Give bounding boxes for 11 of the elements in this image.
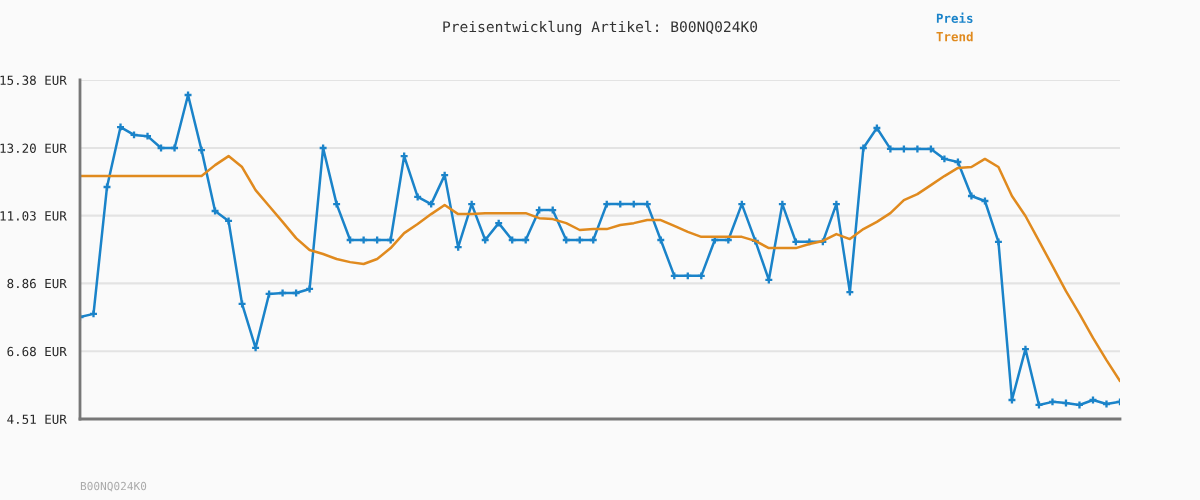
chart-title: Preisentwicklung Artikel: B00NQ024K0 bbox=[443, 20, 758, 36]
y-tick-label: 13.20 EUR bbox=[0, 143, 67, 153]
line-series bbox=[80, 154, 1120, 383]
text: Trend bbox=[936, 31, 973, 42]
y-tick-label: 4.51 EUR bbox=[7, 414, 67, 424]
text: B00NQ024K0 bbox=[80, 481, 147, 492]
text: Preis bbox=[936, 12, 973, 23]
y-tick-label: 15.38 EUR bbox=[0, 75, 67, 85]
y-tick-label: 8.86 EUR bbox=[7, 278, 67, 289]
y-tick-label: 6.68 EUR bbox=[7, 346, 67, 357]
y-tick-label: 11.03 EUR bbox=[0, 211, 67, 221]
